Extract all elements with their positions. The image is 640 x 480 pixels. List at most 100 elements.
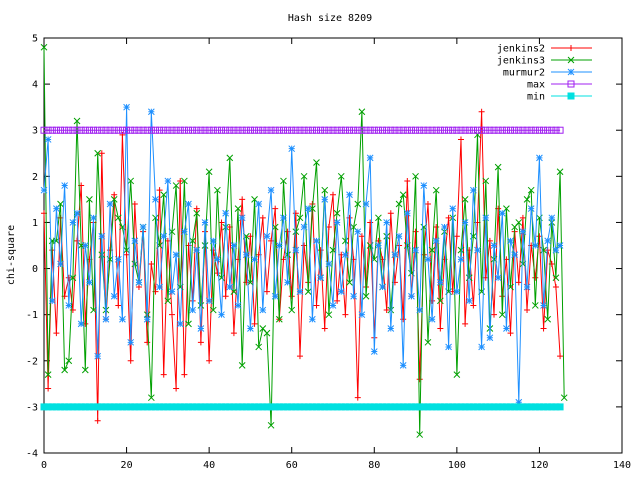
min-point (341, 403, 349, 411)
murmur2-point (271, 292, 279, 300)
jenkins3-point (86, 196, 93, 203)
jenkins2-point (148, 260, 155, 267)
max-point (507, 126, 515, 134)
max-point (218, 126, 226, 134)
max-point (321, 126, 329, 134)
min-point (502, 403, 510, 411)
jenkins2-point (65, 274, 72, 281)
legend-label-jenkins2: jenkins2 (497, 44, 545, 55)
jenkins2-point (181, 371, 188, 378)
murmur2-point (325, 260, 333, 268)
max-point (81, 126, 89, 134)
jenkins3-point (482, 177, 490, 185)
max-point (160, 126, 168, 134)
min-point (440, 403, 448, 411)
max-point (69, 126, 77, 134)
min-point (118, 403, 126, 411)
murmur2-point (247, 325, 254, 332)
murmur2-point (544, 237, 552, 245)
jenkins3-point (44, 371, 52, 378)
murmur2-point (94, 352, 102, 360)
min-point (474, 403, 481, 411)
jenkins3-point (209, 306, 217, 314)
jenkins3-point (127, 177, 135, 185)
y-tick-label: -2 (26, 356, 38, 367)
jenkins3-point (73, 117, 81, 125)
jenkins3-point (531, 302, 539, 309)
murmur2-point (428, 315, 436, 323)
jenkins2-point (557, 353, 564, 360)
max-point (531, 126, 539, 134)
murmur2-point (366, 154, 374, 162)
murmur2-point (556, 242, 564, 249)
jenkins3-point (263, 329, 271, 337)
jenkins2-point (127, 357, 134, 364)
max-point (515, 126, 523, 134)
max-point (168, 126, 176, 134)
murmur2-point (65, 302, 73, 309)
jenkins3-point (544, 315, 552, 323)
murmur2-point (143, 315, 151, 323)
max-point (52, 126, 60, 134)
jenkins2-point (296, 353, 303, 360)
max-point (412, 126, 420, 134)
max-point (548, 126, 556, 134)
x-tick-label: 120 (530, 460, 548, 471)
jenkins3-point (428, 246, 436, 254)
murmur2-point (164, 177, 172, 185)
jenkins3-point (90, 306, 97, 314)
jenkins3-point (61, 366, 68, 374)
max-point (374, 126, 382, 134)
jenkins3-point (152, 214, 159, 222)
jenkins3-point (424, 338, 432, 346)
max-point (205, 126, 213, 134)
min-point (457, 403, 465, 411)
murmur2-point (61, 182, 68, 189)
max-point (77, 126, 85, 134)
jenkins3-point (560, 394, 568, 402)
jenkins3-point (395, 200, 403, 208)
jenkins3-point (346, 279, 353, 286)
legend-label-jenkins3: jenkins3 (497, 56, 545, 67)
murmur2-point (98, 232, 106, 240)
murmur2-point (519, 228, 527, 236)
min-point (222, 403, 230, 411)
murmur2-point (77, 320, 85, 328)
min-point (135, 403, 143, 411)
max-point (490, 126, 498, 134)
min-point (90, 403, 98, 411)
jenkins2-point (313, 302, 320, 309)
min-point (507, 403, 515, 411)
min-point (172, 403, 180, 411)
murmur2-point (168, 288, 176, 295)
min-point (403, 403, 411, 411)
murmur2-point (288, 145, 296, 153)
max-point (523, 126, 531, 134)
jenkins3-point (556, 168, 564, 176)
max-point (424, 126, 432, 134)
min-point (531, 403, 539, 411)
murmur2-point (474, 246, 481, 254)
jenkins2-point (193, 205, 200, 212)
jenkins3-point (81, 366, 89, 374)
min-point (312, 403, 320, 411)
murmur2-point (350, 292, 357, 300)
jenkins3-point (337, 172, 345, 180)
murmur2-point (321, 196, 329, 203)
min-point (267, 403, 275, 411)
murmur2-point (457, 255, 465, 263)
murmur2-point (358, 311, 366, 319)
jenkins2-point (263, 288, 270, 295)
min-point (156, 403, 164, 411)
max-point (176, 126, 184, 134)
legend-marker-max (567, 80, 575, 88)
jenkins2-point (197, 339, 204, 346)
min-point (65, 403, 73, 411)
murmur2-point (135, 279, 143, 286)
y-axis-label: chi-square (6, 225, 17, 285)
jenkins2-point (144, 339, 151, 346)
max-point (197, 126, 205, 134)
min-point (486, 403, 494, 411)
jenkins2-point (424, 201, 431, 207)
